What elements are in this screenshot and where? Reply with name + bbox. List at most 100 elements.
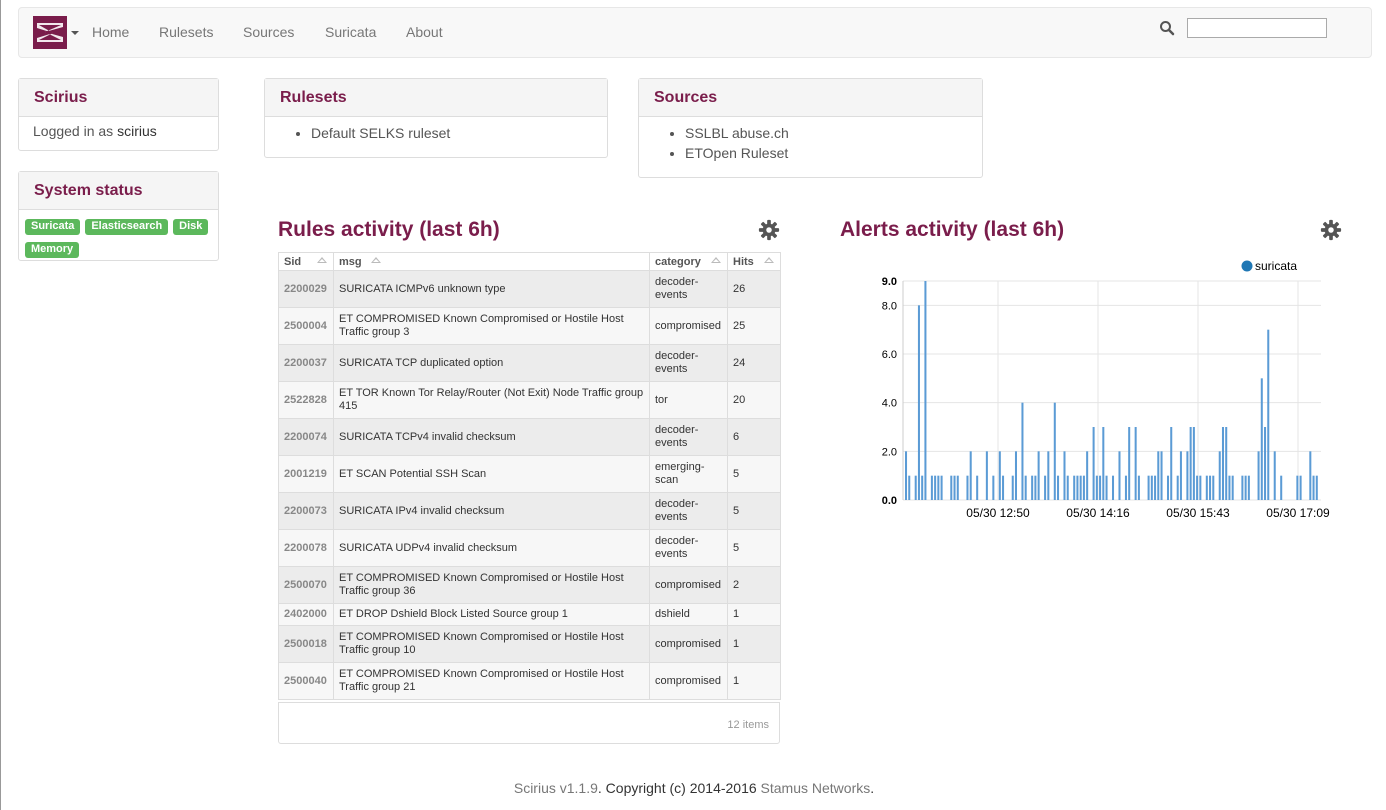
chart-bar[interactable] (966, 475, 969, 500)
table-row[interactable]: 2200037 SURICATA TCP duplicated option dec… (278, 344, 781, 382)
chart-bar[interactable] (1312, 475, 1315, 500)
sid-cell[interactable]: 2200073 (278, 492, 334, 530)
chart-bar[interactable] (1124, 475, 1127, 500)
chart-bar[interactable] (1267, 329, 1270, 500)
chart-bar[interactable] (950, 475, 953, 500)
chart-bar[interactable] (1002, 475, 1005, 500)
chart-bar[interactable] (937, 475, 940, 500)
chart-bar[interactable] (1014, 451, 1017, 500)
source-link[interactable]: ETOpen Ruleset (685, 143, 968, 163)
chart-bar[interactable] (1047, 451, 1050, 500)
chart-bar[interactable] (1057, 475, 1060, 500)
sid-cell[interactable]: 2500040 (278, 662, 334, 700)
chart-bar[interactable] (1296, 475, 1299, 500)
table-row[interactable]: 2200029 SURICATA ICMPv6 unknown type decod… (278, 270, 781, 308)
version-link[interactable]: Scirius v1.1.9 (513, 780, 598, 796)
chart-bar[interactable] (1192, 427, 1195, 500)
chart-bar[interactable] (1118, 451, 1121, 500)
chart-bar[interactable] (1147, 475, 1150, 500)
chart-bar[interactable] (1205, 475, 1208, 500)
chart-bar[interactable] (914, 475, 917, 500)
chart-bar[interactable] (940, 475, 943, 500)
chart-bar[interactable] (1176, 475, 1179, 500)
chart-bar[interactable] (1160, 451, 1163, 500)
chart-bar[interactable] (1315, 475, 1318, 500)
chart-bar[interactable] (1092, 427, 1095, 500)
chart-bar[interactable] (1209, 475, 1212, 500)
chart-bar[interactable] (985, 451, 988, 500)
chart-bar[interactable] (908, 475, 911, 500)
chart-bar[interactable] (956, 475, 959, 500)
sid-cell[interactable]: 2402000 (278, 603, 334, 626)
chart-bar[interactable] (969, 451, 972, 500)
chart-bar[interactable] (1199, 475, 1202, 500)
chart-bar[interactable] (1157, 451, 1160, 500)
gear-icon[interactable] (758, 219, 780, 241)
chart-bar[interactable] (1212, 475, 1215, 500)
chart-bar[interactable] (1079, 475, 1082, 500)
chart-bar[interactable] (998, 451, 1001, 500)
search-input[interactable] (1187, 18, 1327, 38)
table-row[interactable]: 2402000 ET DROP Dshield Block Listed Sour… (278, 603, 781, 626)
chart-bar[interactable] (1128, 427, 1131, 500)
sid-cell[interactable]: 2500018 (278, 625, 334, 663)
sort-icon[interactable] (711, 257, 721, 263)
chart-bar[interactable] (1066, 475, 1069, 500)
chart-bar[interactable] (1082, 475, 1085, 500)
chart-bar[interactable] (1273, 451, 1276, 500)
chart-bar[interactable] (1189, 427, 1192, 500)
chart-bar[interactable] (1099, 475, 1102, 500)
chart-bar[interactable] (1218, 451, 1221, 500)
search-icon[interactable] (1159, 20, 1175, 36)
chart-bar[interactable] (1134, 427, 1137, 500)
chart-bar[interactable] (1244, 475, 1247, 500)
chart-bar[interactable] (1034, 475, 1037, 500)
chart-bar[interactable] (1280, 475, 1283, 500)
chart-bar[interactable] (1299, 475, 1302, 500)
company-link[interactable]: Stamus Networks (760, 780, 871, 796)
chart-bar[interactable] (1044, 475, 1047, 500)
table-row[interactable]: 2200073 SURICATA IPv4 invalid checksum dec… (278, 492, 781, 530)
chart-bar[interactable] (1264, 427, 1267, 500)
sid-cell[interactable]: 2522828 (278, 381, 334, 419)
chart-bar[interactable] (1063, 451, 1066, 500)
chart-bar[interactable] (1196, 475, 1199, 500)
sid-cell[interactable]: 2200074 (278, 418, 334, 456)
chart-bar[interactable] (1073, 475, 1076, 500)
chart-bar[interactable] (930, 475, 933, 500)
table-row[interactable]: 2500040 ET COMPROMISED Known Compromised … (278, 662, 781, 700)
chart-bar[interactable] (992, 475, 995, 500)
sid-cell[interactable]: 2001219 (278, 455, 334, 493)
chart-bar[interactable] (1137, 475, 1140, 500)
username-link[interactable]: scirius (117, 123, 157, 139)
source-link[interactable]: SSLBL abuse.ch (685, 123, 968, 143)
table-row[interactable]: 2200078 SURICATA UDPv4 invalid checksum de… (278, 529, 781, 567)
chart-bar[interactable] (1186, 451, 1189, 500)
chart-bar[interactable] (1179, 451, 1182, 500)
chart-bar[interactable] (1260, 378, 1263, 500)
sid-cell[interactable]: 2500070 (278, 566, 334, 604)
table-row[interactable]: 2522828 ET TOR Known Tor Relay/Router (No… (278, 381, 781, 419)
chart-bar[interactable] (924, 281, 927, 500)
chart-bar[interactable] (1241, 475, 1244, 500)
chart-bar[interactable] (1086, 451, 1089, 500)
table-row[interactable]: 2001219 ET SCAN Potential SSH Scan emergin… (278, 455, 781, 493)
column-header-category[interactable]: category (649, 252, 728, 271)
chart-bar[interactable] (921, 475, 924, 500)
column-header-hits[interactable]: Hits (727, 252, 781, 271)
ruleset-link[interactable]: Default SELKS ruleset (311, 123, 593, 143)
column-header-sid[interactable]: Sid (278, 252, 334, 271)
column-header-msg[interactable]: msg (333, 252, 650, 271)
chart-bar[interactable] (1037, 451, 1040, 500)
sid-cell[interactable]: 2200029 (278, 270, 334, 308)
nav-home[interactable]: Home (92, 24, 130, 40)
chart-bar[interactable] (1150, 475, 1153, 500)
chart-bar[interactable] (1225, 427, 1228, 500)
nav-sources[interactable]: Sources (243, 24, 295, 40)
chart-bar[interactable] (1228, 475, 1231, 500)
table-row[interactable]: 2200074 SURICATA TCPv4 invalid checksum de… (278, 418, 781, 456)
chart-bar[interactable] (1031, 475, 1034, 500)
chart-bar[interactable] (976, 475, 979, 500)
chart-bar[interactable] (1011, 475, 1014, 500)
chart-bar[interactable] (1102, 427, 1105, 500)
